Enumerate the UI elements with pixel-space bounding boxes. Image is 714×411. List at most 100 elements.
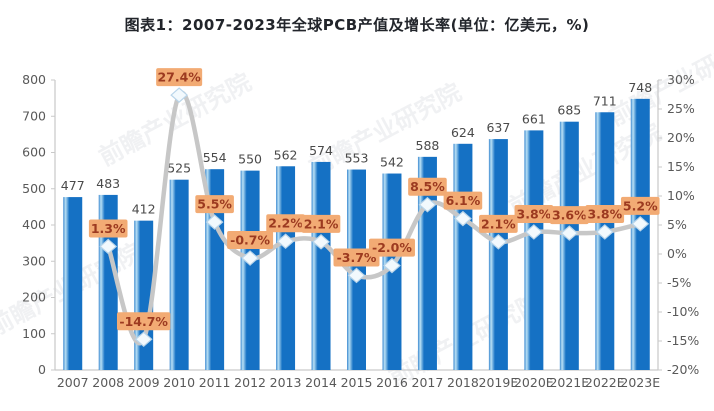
growth-label: -14.7%: [119, 314, 168, 329]
x-axis-label: 2015: [341, 375, 373, 390]
y-left-tick-label: 700: [22, 108, 46, 123]
bar-2013: [276, 166, 296, 370]
bar-2019E: [488, 139, 508, 370]
line-marker: [454, 210, 472, 227]
x-axis-label: 2010: [163, 375, 195, 390]
bar-value-label: 550: [238, 152, 262, 167]
growth-label: 27.4%: [157, 70, 201, 85]
line-marker: [347, 267, 366, 284]
growth-label-box: [368, 238, 415, 257]
y-right-tick-label: 5%: [667, 217, 687, 232]
x-axis-label: 2016: [376, 375, 408, 390]
growth-label: 2.2%: [268, 216, 303, 231]
y-left-tick-label: 100: [22, 326, 46, 341]
x-axis-label: 2020E: [514, 375, 554, 390]
bar-2012: [240, 170, 260, 370]
line-marker: [241, 250, 259, 266]
growth-label: 6.1%: [446, 193, 481, 208]
growth-label: -3.7%: [337, 250, 377, 265]
x-axis-label: 2008: [92, 375, 124, 390]
y-left-tick-label: 0: [38, 362, 46, 377]
line-marker: [205, 214, 224, 230]
line-marker: [631, 216, 650, 232]
line-marker: [595, 224, 614, 240]
line-marker: [383, 257, 401, 274]
growth-label-box: [550, 206, 589, 225]
growth-label-box: [227, 231, 274, 250]
growth-label-box: [443, 191, 483, 210]
growth-label-box: [479, 214, 518, 233]
bar-value-label: 624: [451, 125, 475, 140]
bar-value-label: 588: [416, 138, 440, 153]
line-marker: [418, 196, 437, 213]
x-axis-label: 2019E: [479, 375, 519, 390]
y-right-tick-label: 25%: [667, 101, 695, 116]
growth-label-box: [88, 219, 128, 238]
growth-label-box: [620, 196, 660, 215]
bar-value-label: 525: [167, 161, 191, 176]
y-right-tick-label: 15%: [667, 159, 695, 174]
growth-label: 5.2%: [623, 198, 658, 213]
y-right-tick-label: -20%: [667, 362, 699, 377]
growth-label-box: [585, 204, 625, 223]
x-axis-label: 2014: [305, 375, 337, 390]
bar-2018: [453, 143, 473, 370]
bar-2008: [98, 194, 118, 370]
growth-label: 5.5%: [197, 197, 232, 212]
growth-label: 3.8%: [587, 206, 622, 221]
bar-value-label: 661: [522, 111, 546, 126]
bar-value-label: 553: [345, 151, 369, 166]
y-right-tick-label: -10%: [667, 304, 699, 319]
bar-2020E: [524, 130, 544, 370]
line-marker: [560, 225, 579, 241]
y-left-tick-label: 400: [22, 217, 46, 232]
bar-2022E: [595, 112, 615, 370]
bar-2014: [311, 161, 331, 370]
growth-label: 1.3%: [91, 221, 126, 236]
growth-label: -2.0%: [372, 240, 412, 255]
line-marker: [276, 233, 295, 250]
bar-value-label: 637: [486, 120, 510, 135]
y-right-tick-label: 20%: [667, 130, 695, 145]
y-right-tick-label: 10%: [667, 188, 695, 203]
growth-label-box: [301, 214, 341, 233]
x-axis-label: 2013: [270, 375, 302, 390]
bar-2010: [169, 179, 189, 370]
x-axis-label: 2018: [447, 375, 479, 390]
y-right-tick-label: -15%: [667, 333, 699, 348]
x-axis-label: 2012: [234, 375, 266, 390]
growth-label: 2.1%: [481, 216, 516, 231]
y-right-tick-label: 0%: [667, 246, 687, 261]
bar-value-label: 554: [203, 150, 227, 165]
growth-label-box: [266, 214, 305, 233]
bar-2007: [63, 197, 83, 370]
x-axis-label: 2021E: [549, 375, 589, 390]
growth-label-box: [116, 312, 171, 331]
growth-label: 3.8%: [517, 206, 552, 221]
bar-value-label: 412: [132, 202, 156, 217]
bar-2023E: [630, 98, 650, 370]
growth-label: -0.7%: [230, 233, 270, 248]
x-axis-label: 2007: [57, 375, 89, 390]
y-left-tick-label: 500: [22, 181, 46, 196]
growth-label: 3.6%: [552, 208, 587, 223]
x-axis-label: 2011: [199, 375, 231, 390]
x-axis-label: 2022E: [585, 375, 625, 390]
bar-value-label: 748: [628, 80, 652, 95]
y-left-tick-label: 800: [22, 72, 46, 87]
x-axis-label: 2009: [128, 375, 160, 390]
y-left-tick-label: 300: [22, 253, 46, 268]
y-right-tick-label: 30%: [667, 72, 695, 87]
chart-title: 图表1：2007-2023年全球PCB产值及增长率(单位：亿美元，%): [124, 16, 590, 34]
line-marker: [489, 234, 508, 250]
bar-value-label: 685: [557, 103, 581, 118]
bar-value-label: 483: [96, 176, 120, 191]
line-marker: [134, 331, 153, 348]
x-axis-label: 2023E: [620, 375, 660, 390]
y-left-tick-label: 600: [22, 145, 46, 160]
bar-value-label: 574: [309, 143, 333, 158]
growth-label-box: [514, 204, 554, 223]
growth-label: 8.5%: [410, 179, 445, 194]
growth-label-box: [156, 68, 203, 87]
